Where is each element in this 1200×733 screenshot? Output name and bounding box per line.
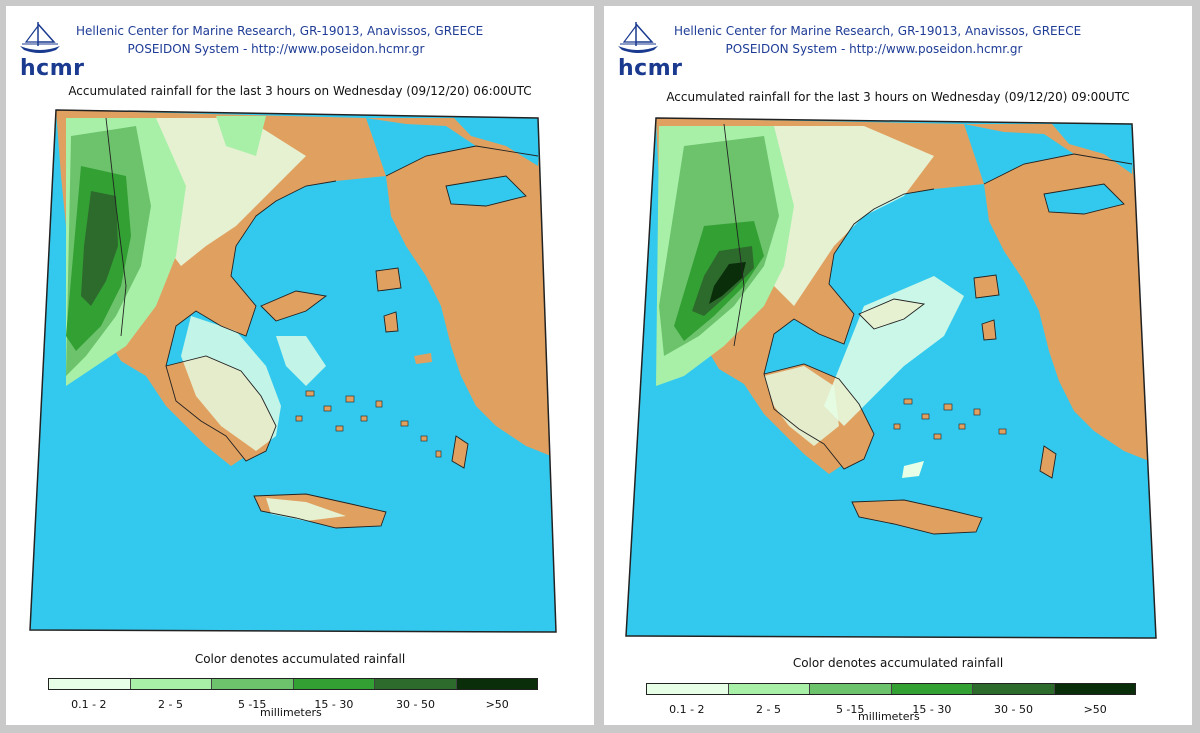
legend-label: 30 - 50	[396, 698, 435, 711]
map-title: Accumulated rainfall for the last 3 hour…	[666, 90, 1130, 104]
system-url: POSEIDON System - http://www.poseidon.hc…	[127, 42, 425, 56]
cyclades-islands	[893, 398, 1007, 440]
legend-label: 0.1 - 2	[669, 703, 705, 716]
legend-label: 5 -15	[237, 698, 267, 711]
land-anatolia	[386, 146, 551, 456]
legend-label: 2 - 5	[158, 698, 183, 711]
map-frame	[625, 117, 1157, 639]
land-rhodes	[1040, 446, 1056, 478]
legend-label: >50	[1083, 703, 1107, 716]
legend-swatch-5	[1054, 684, 1135, 694]
rainfall-overlay	[66, 116, 346, 521]
legend-labels: 0.1 - 2 2 - 5 5 -15 15 - 30 30 - 50 >50	[646, 703, 1136, 716]
land-chios	[982, 320, 996, 340]
legend-color-bar	[646, 683, 1136, 695]
legend-swatch-4	[973, 684, 1055, 694]
legend-caption: Color denotes accumulated rainfall	[194, 652, 406, 666]
sea-marmara	[446, 176, 526, 206]
sea-black	[1052, 124, 1132, 174]
logo-text: hcmr	[618, 56, 683, 81]
rainfall-map	[625, 117, 1157, 639]
map-title: Accumulated rainfall for the last 3 hour…	[68, 84, 532, 98]
rainfall-map-panel-0900: hcmr Hellenic Center for Marine Research…	[604, 6, 1192, 725]
legend-label: 30 - 50	[994, 703, 1033, 716]
institute-header: Hellenic Center for Marine Research, GR-…	[674, 24, 1082, 38]
rainfall-map-panel-0600: hcmr Hellenic Center for Marine Research…	[6, 6, 594, 725]
rainfall-map	[29, 109, 557, 633]
sea-marmara	[1044, 184, 1124, 214]
land-lesvos	[974, 275, 999, 298]
system-url: POSEIDON System - http://www.poseidon.hc…	[725, 42, 1023, 56]
legend-swatch-4	[375, 679, 457, 689]
ship-logo-icon	[20, 22, 60, 53]
legend-swatch-1	[728, 684, 810, 694]
legend-label: 2 - 5	[756, 703, 781, 716]
land-anatolia	[984, 154, 1149, 461]
legend-swatch-3	[293, 679, 375, 689]
land-lesvos	[376, 268, 401, 291]
map-frame	[29, 109, 557, 633]
logo-text: hcmr	[20, 56, 85, 81]
institute-header: Hellenic Center for Marine Research, GR-…	[76, 24, 484, 38]
legend-swatch-2	[810, 684, 892, 694]
hcmr-logo: hcmr	[614, 20, 682, 81]
legend-caption: Color denotes accumulated rainfall	[792, 656, 1004, 670]
cyclades-islands	[295, 390, 442, 458]
legend-unit: millimeters	[858, 710, 920, 723]
coastline	[105, 117, 539, 529]
legend-swatch-3	[891, 684, 973, 694]
land-samos	[414, 353, 432, 364]
legend-label: >50	[485, 698, 509, 711]
legend-labels: 0.1 - 2 2 - 5 5 -15 15 - 30 30 - 50 >50	[48, 698, 538, 711]
legend-unit: millimeters	[260, 706, 322, 719]
legend-swatch-1	[130, 679, 212, 689]
legend-label: 15 - 30	[314, 698, 354, 711]
legend-swatch-5	[456, 679, 537, 689]
rainfall-overlay	[656, 126, 964, 478]
legend-color-bar	[48, 678, 538, 690]
legend-swatch-0	[49, 679, 131, 689]
legend-label: 0.1 - 2	[71, 698, 107, 711]
legend-swatch-2	[212, 679, 294, 689]
coastline	[723, 123, 1133, 535]
land-crete	[852, 500, 982, 534]
land-rhodes	[452, 436, 468, 468]
hcmr-logo: hcmr	[16, 20, 84, 81]
legend-label: 15 - 30	[912, 703, 952, 716]
land-chios	[384, 312, 398, 332]
legend-swatch-0	[647, 684, 729, 694]
sea-black	[454, 118, 538, 166]
legend-label: 5 -15	[835, 703, 865, 716]
land-evia	[261, 291, 326, 321]
ship-logo-icon	[618, 22, 658, 53]
